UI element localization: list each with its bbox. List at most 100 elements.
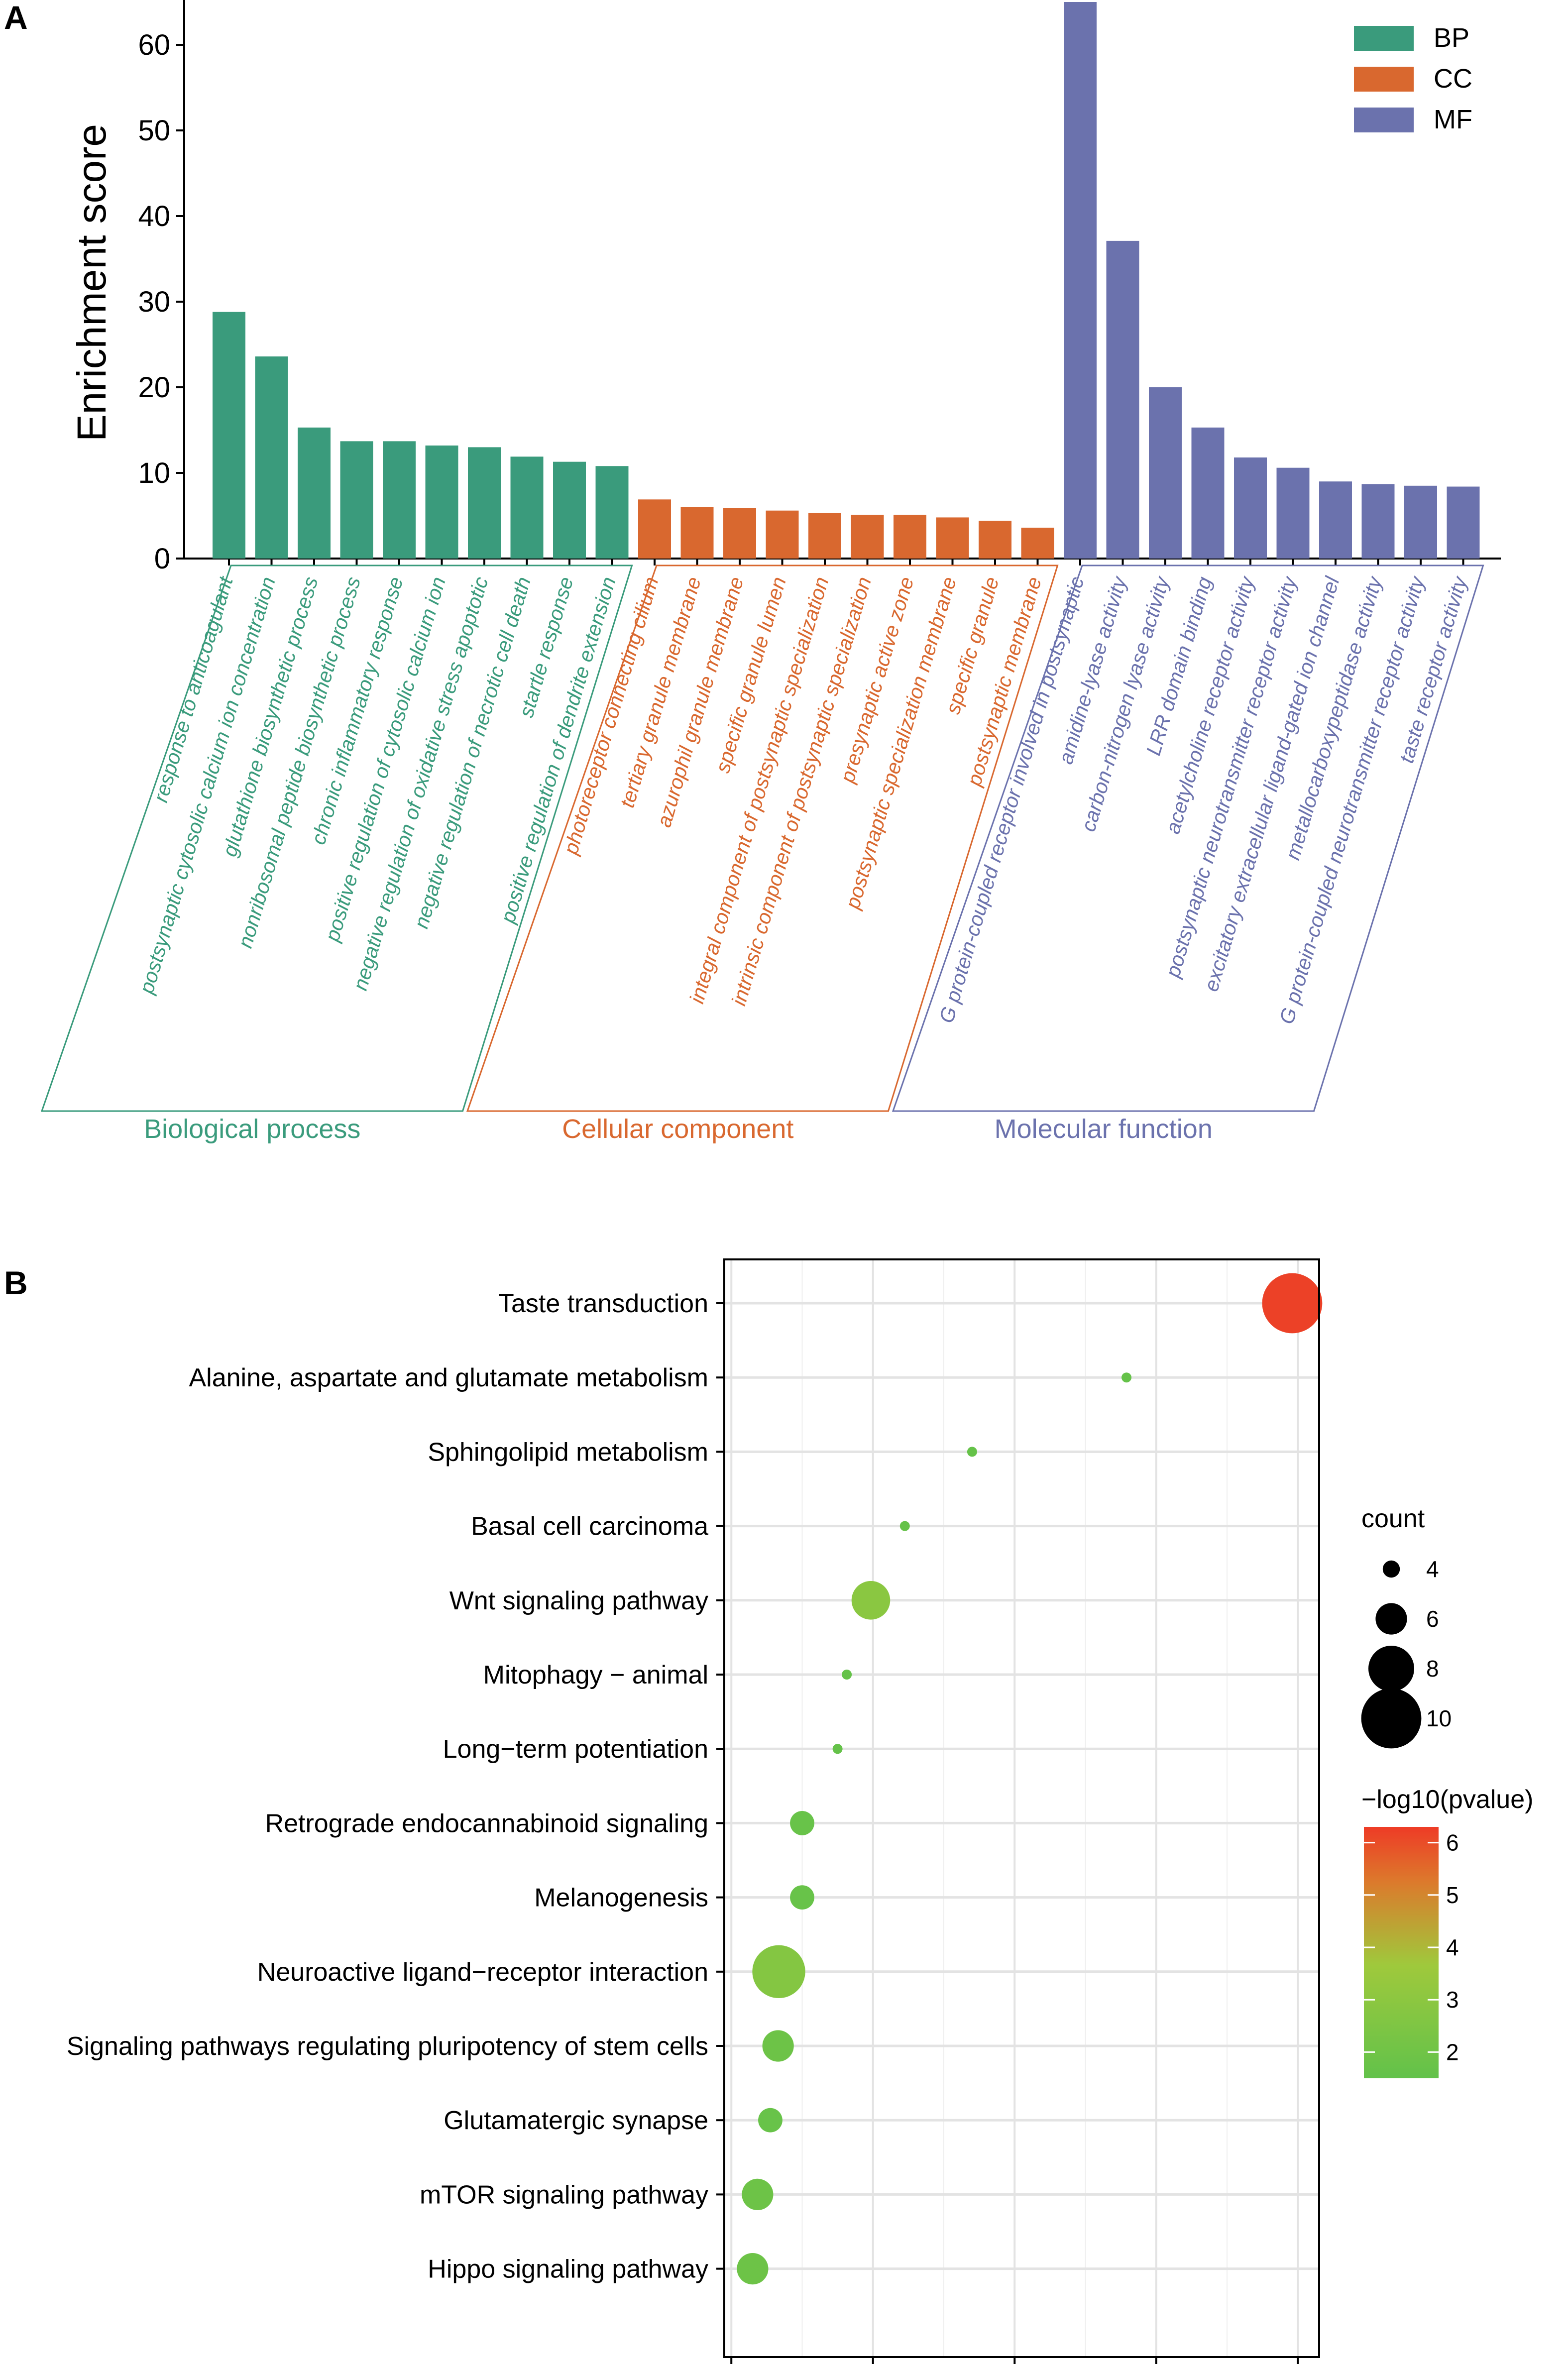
y-tick-label: mTOR signaling pathway: [420, 2180, 708, 2209]
y-axis-tick-labels: Taste transduction Alanine, aspartate and…: [67, 1289, 724, 2284]
color-legend-label: 4: [1446, 1934, 1459, 1960]
panel-a-bar-chart: A Enrichment score 0 10 20 30 40 50 60 respons…: [4, 0, 1501, 1144]
bar-bp: [340, 441, 373, 559]
color-bar: [1364, 1827, 1439, 2078]
y-tick-label: Long−term potentiation: [443, 1735, 708, 1764]
size-legend-label: 8: [1426, 1656, 1439, 1682]
bar-cc: [638, 499, 671, 559]
color-legend: −log10(pvalue) 6 5 4 3 2: [1361, 1785, 1533, 2078]
legend-label-bp: BP: [1434, 23, 1469, 53]
bar-cc: [979, 521, 1011, 559]
size-legend-label: 10: [1426, 1705, 1452, 1731]
point: [1121, 1372, 1132, 1383]
legend: BP CC MF: [1354, 23, 1472, 134]
plot-frame: [723, 1258, 1320, 2358]
group-bracket-cc: [466, 564, 1059, 1112]
bar-bp: [255, 356, 288, 559]
y-tick-label: Sphingolipid metabolism: [428, 1438, 708, 1466]
y-tick-label: Hippo signaling pathway: [428, 2255, 708, 2284]
point: [832, 1744, 843, 1754]
bar-bp: [553, 461, 586, 559]
bar-mf: [1106, 240, 1139, 559]
bar-mf: [1191, 427, 1225, 559]
bar-mf: [1404, 485, 1437, 559]
size-legend-dot: [1375, 1603, 1407, 1635]
color-legend-title: −log10(pvalue): [1361, 1785, 1533, 1814]
point: [967, 1447, 977, 1457]
size-legend-dot: [1382, 1560, 1400, 1578]
bar-bp: [298, 427, 331, 559]
point: [842, 1670, 852, 1680]
bar-cc: [1021, 528, 1054, 559]
point: [790, 1885, 814, 1910]
bar-mf: [1447, 486, 1480, 559]
color-legend-label: 6: [1446, 1830, 1459, 1856]
y-tick-label: Melanogenesis: [534, 1884, 708, 1913]
size-legend-dot: [1361, 1688, 1422, 1749]
plot-background: [724, 1259, 1319, 2357]
bar-mf: [1361, 484, 1395, 559]
bars: [213, 2, 1480, 559]
bar-bp: [383, 441, 416, 559]
y-tick-label: 10: [138, 457, 170, 489]
y-tick-label: 20: [138, 371, 170, 404]
bar-cc: [851, 515, 884, 559]
bar-cc: [723, 508, 756, 559]
bar-bp: [425, 445, 458, 559]
point: [790, 1811, 814, 1835]
group-label-cc: Cellular component: [562, 1114, 793, 1144]
panel-b-label: B: [4, 1264, 28, 1301]
y-tick-label: Mitophagy − animal: [483, 1661, 708, 1690]
x-tick-label: 0.03: [707, 2363, 756, 2367]
group-label-bp: Biological process: [144, 1114, 360, 1144]
bar-mf: [1276, 467, 1310, 559]
point: [762, 2030, 794, 2062]
point: [758, 2108, 783, 2133]
size-legend-label: 4: [1426, 1556, 1439, 1582]
bar-cc: [808, 513, 841, 559]
bar-mf: [1319, 481, 1352, 559]
panel-a-label: A: [4, 0, 28, 36]
y-tick-label: Basal cell carcinoma: [471, 1512, 708, 1541]
bar-cc: [680, 507, 714, 559]
x-tick-label: 0.07: [991, 2363, 1039, 2367]
bar-bp: [510, 456, 544, 559]
y-tick-label: Glutamatergic synapse: [444, 2106, 708, 2135]
x-tick-label: 0.09: [1132, 2363, 1180, 2367]
bar-mf: [1234, 457, 1267, 559]
bar-bp: [468, 447, 501, 559]
category-groups: Biological process Cellular component Mole…: [40, 564, 1484, 1144]
bar-cc: [766, 510, 799, 559]
bar-mf: [1064, 2, 1097, 559]
y-axis-ticks: 0 10 20 30 40 50 60: [138, 29, 184, 575]
color-legend-label: 2: [1446, 2039, 1459, 2065]
group-bracket-bp: [40, 564, 633, 1112]
point: [1262, 1273, 1323, 1334]
y-axis-title: Enrichment score: [69, 124, 114, 442]
point: [752, 1945, 805, 1998]
y-tick-label: Alanine, aspartate and glutamate metabol…: [189, 1363, 708, 1392]
y-tick-label: Taste transduction: [498, 1289, 708, 1318]
point: [899, 1521, 910, 1531]
color-legend-label: 5: [1446, 1882, 1459, 1908]
point: [851, 1581, 891, 1620]
y-tick-label: 60: [138, 29, 170, 61]
y-tick-label: Wnt signaling pathway: [449, 1586, 708, 1615]
legend-swatch-cc: [1354, 67, 1414, 92]
bar-cc: [936, 517, 969, 559]
points: [737, 1273, 1323, 2285]
legend-label-mf: MF: [1434, 105, 1472, 134]
legend-label-cc: CC: [1434, 64, 1472, 94]
bar-cc: [894, 515, 926, 559]
y-tick-label: Retrograde endocannabinoid signaling: [265, 1809, 708, 1838]
panel-b-dot-plot: B Taste transduction Alanine, aspartate a…: [4, 1258, 1533, 2367]
y-tick-label: 50: [138, 114, 170, 147]
y-tick-label: Neuroactive ligand−receptor interaction: [257, 1958, 708, 1987]
y-tick-label: 30: [138, 286, 170, 318]
x-tick-label: 0.11: [1275, 2363, 1322, 2367]
y-tick-label: 0: [154, 543, 170, 575]
group-label-mf: Molecular function: [995, 1114, 1213, 1144]
